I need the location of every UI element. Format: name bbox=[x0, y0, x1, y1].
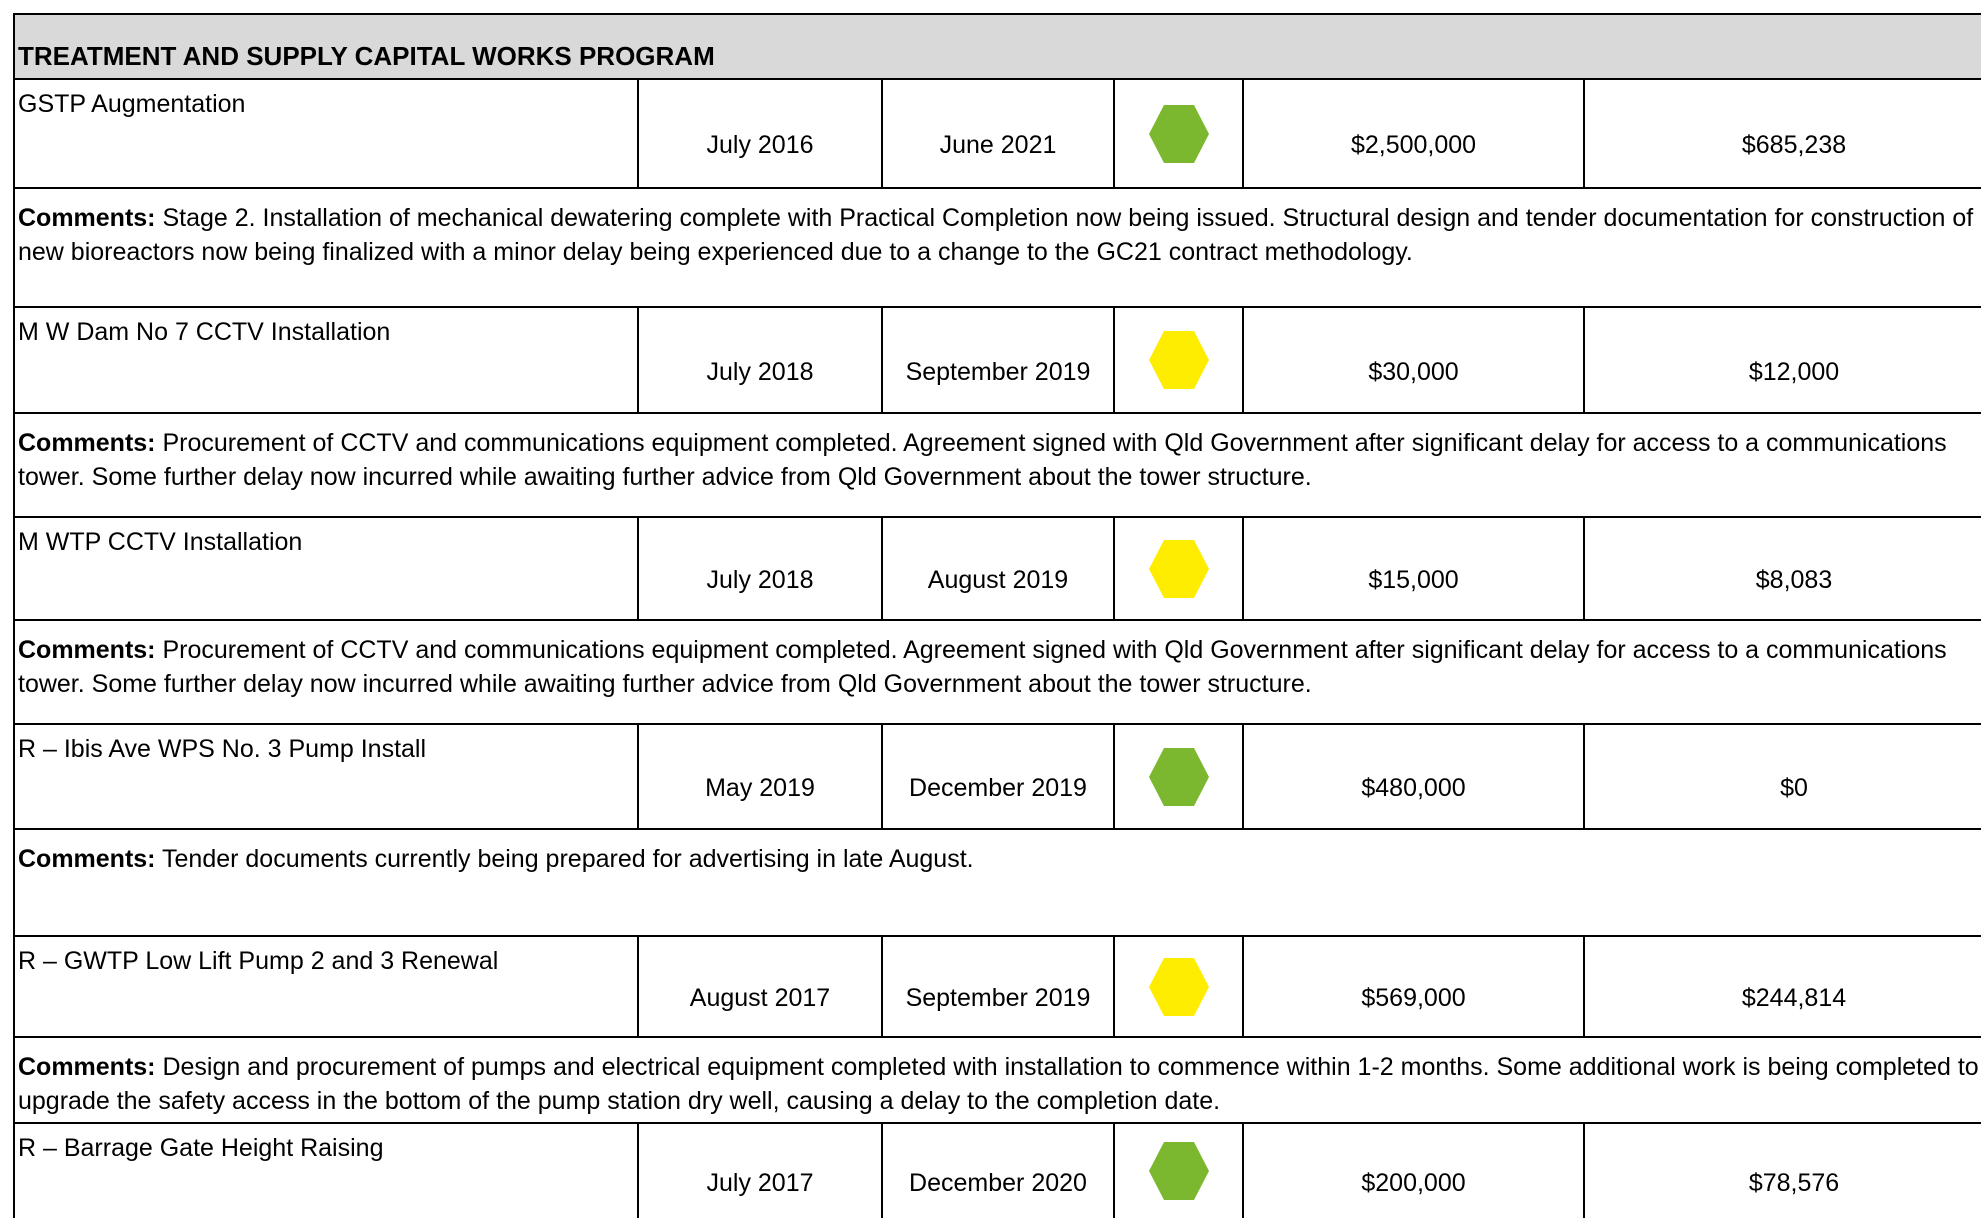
comment-label: Comments: bbox=[18, 636, 156, 664]
project-name: M WTP CCTV Installation bbox=[13, 516, 639, 621]
budget: $200,000 bbox=[1242, 1122, 1585, 1218]
end-date: September 2019 bbox=[881, 935, 1115, 1038]
budget: $569,000 bbox=[1242, 935, 1585, 1038]
comment-text: Design and procurement of pumps and elec… bbox=[18, 1053, 1979, 1115]
budget: $30,000 bbox=[1242, 306, 1585, 414]
spent: $78,576 bbox=[1582, 1122, 1981, 1218]
status-hexagon bbox=[1148, 104, 1209, 163]
comment-cell: Comments: Procurement of CCTV and commun… bbox=[12, 412, 1981, 518]
project-row: R – Barrage Gate Height Raising July 2017… bbox=[13, 1122, 1981, 1218]
header-row: TREATMENT AND SUPPLY CAPITAL WORKS PROGR… bbox=[12, 13, 1981, 80]
status-icon bbox=[1148, 747, 1209, 806]
project-name: R – Ibis Ave WPS No. 3 Pump Install bbox=[13, 723, 639, 830]
project-row: M W Dam No 7 CCTV Installation July 2018 S… bbox=[13, 306, 1981, 414]
start-date: August 2017 bbox=[637, 935, 883, 1038]
end-date: August 2019 bbox=[881, 516, 1115, 621]
project-row: GSTP Augmentation July 2016 June 2021 $2,50… bbox=[13, 78, 1981, 189]
comment-cell: Comments: Tender documents currently bei… bbox=[12, 828, 1981, 937]
comment-cell: Comments: Procurement of CCTV and commun… bbox=[12, 619, 1981, 725]
comment-text: Tender documents currently being prepare… bbox=[162, 845, 974, 873]
start-date: July 2016 bbox=[637, 78, 883, 189]
status-icon bbox=[1148, 957, 1209, 1016]
status-cell bbox=[1113, 306, 1244, 414]
project-name: R – GWTP Low Lift Pump 2 and 3 Renewal bbox=[13, 935, 639, 1038]
spent: $8,083 bbox=[1582, 516, 1981, 621]
start-date: July 2017 bbox=[637, 1122, 883, 1218]
spent: $0 bbox=[1582, 723, 1981, 830]
status-hexagon bbox=[1148, 957, 1209, 1016]
project-name: GSTP Augmentation bbox=[13, 78, 639, 189]
end-date: September 2019 bbox=[881, 306, 1115, 414]
comment-label: Comments: bbox=[18, 845, 156, 873]
end-date: December 2019 bbox=[881, 723, 1115, 830]
project-name: R – Barrage Gate Height Raising bbox=[13, 1122, 639, 1218]
comment-row: Comments: Procurement of CCTV and commun… bbox=[12, 412, 1981, 518]
comment-row: Comments: Procurement of CCTV and commun… bbox=[12, 619, 1981, 725]
status-icon bbox=[1148, 331, 1209, 389]
status-cell bbox=[1113, 723, 1244, 830]
status-hexagon bbox=[1148, 539, 1209, 598]
comment-label: Comments: bbox=[18, 1053, 156, 1081]
spent: $12,000 bbox=[1582, 306, 1981, 414]
spent: $685,238 bbox=[1582, 78, 1981, 189]
comment-text: Procurement of CCTV and communications e… bbox=[18, 636, 1947, 698]
status-icon bbox=[1148, 1142, 1209, 1200]
status-cell bbox=[1113, 516, 1244, 621]
status-cell bbox=[1113, 1122, 1244, 1218]
comment-text: Stage 2. Installation of mechanical dewa… bbox=[18, 204, 1974, 266]
comment-cell: Comments: Stage 2. Installation of mecha… bbox=[12, 187, 1981, 308]
works-table: TREATMENT AND SUPPLY CAPITAL WORKS PROGR… bbox=[12, 13, 1981, 1218]
status-icon bbox=[1148, 104, 1209, 163]
comment-row: Comments: Design and procurement of pump… bbox=[12, 1036, 1981, 1124]
budget: $480,000 bbox=[1242, 723, 1585, 830]
start-date: July 2018 bbox=[637, 516, 883, 621]
comment-row: Comments: Tender documents currently bei… bbox=[12, 828, 1981, 937]
status-hexagon bbox=[1148, 747, 1209, 806]
status-hexagon bbox=[1148, 1142, 1209, 1200]
comment-label: Comments: bbox=[18, 429, 156, 457]
status-icon bbox=[1148, 539, 1209, 598]
budget: $15,000 bbox=[1242, 516, 1585, 621]
comment-row: Comments: Stage 2. Installation of mecha… bbox=[12, 187, 1981, 308]
spent: $244,814 bbox=[1582, 935, 1981, 1038]
budget: $2,500,000 bbox=[1242, 78, 1585, 189]
comment-label: Comments: bbox=[18, 204, 156, 232]
status-cell bbox=[1113, 78, 1244, 189]
project-name: M W Dam No 7 CCTV Installation bbox=[13, 306, 639, 414]
end-date: December 2020 bbox=[881, 1122, 1115, 1218]
start-date: July 2018 bbox=[637, 306, 883, 414]
header-title: TREATMENT AND SUPPLY CAPITAL WORKS PROGR… bbox=[12, 13, 1981, 80]
start-date: May 2019 bbox=[637, 723, 883, 830]
project-row: M WTP CCTV Installation July 2018 August 2… bbox=[13, 516, 1981, 621]
status-hexagon bbox=[1148, 331, 1209, 389]
comment-text: Procurement of CCTV and communications e… bbox=[18, 429, 1947, 491]
end-date: June 2021 bbox=[881, 78, 1115, 189]
project-row: R – GWTP Low Lift Pump 2 and 3 Renewal Au… bbox=[13, 935, 1981, 1038]
project-row: R – Ibis Ave WPS No. 3 Pump Install May 2… bbox=[13, 723, 1981, 830]
status-cell bbox=[1113, 935, 1244, 1038]
comment-cell: Comments: Design and procurement of pump… bbox=[12, 1036, 1981, 1124]
